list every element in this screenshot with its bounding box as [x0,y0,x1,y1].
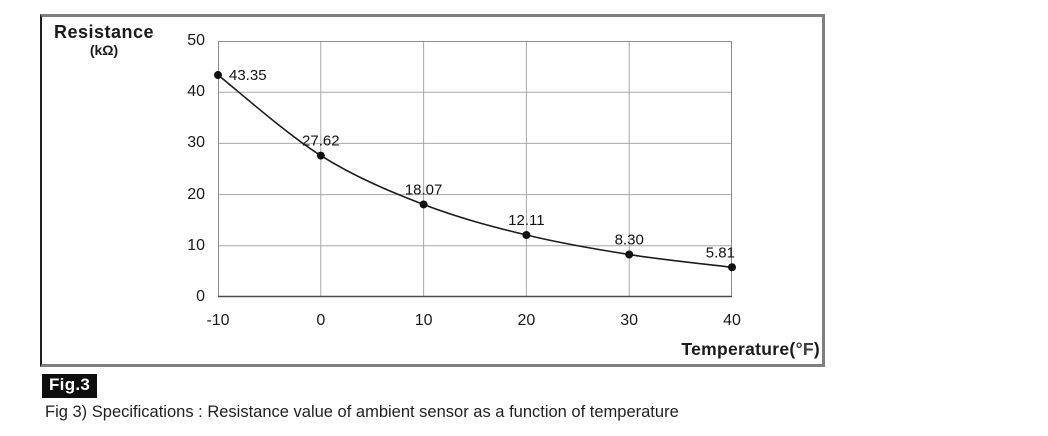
resistance-curve [217,74,733,269]
data-point-label: 43.35 [229,67,267,84]
data-point-label: 8.30 [615,232,644,249]
y-axis-title: Resistance (kΩ) [48,23,160,58]
data-point-marker [214,71,222,80]
data-point-label: 27.62 [302,133,340,150]
data-point-marker [419,200,428,209]
y-axis-title-text: Resistance [53,22,155,42]
x-tick-label: 40 [723,312,741,329]
figure-badge: Fig.3 [42,374,98,398]
x-tick-label: -10 [206,312,230,329]
data-point-label: 18.07 [405,181,443,198]
x-axis-title-text: Temperature( [681,339,796,359]
figure-caption: Fig 3) Specifications : Resistance value… [45,403,679,421]
y-tick-label: 50 [187,32,205,49]
figure-frame [40,14,825,367]
x-axis-unit-text: °F [795,339,814,359]
x-axis-title-close: ) [813,339,820,359]
y-tick-label: 20 [187,185,205,203]
y-tick-label: 30 [187,134,205,152]
data-point-marker [728,263,736,272]
resistance-curve-chart: 43.35 27.62 18.07 12.11 8.30 5.81 [214,41,736,298]
x-tick-label: 10 [414,312,433,329]
x-axis-title: Temperature(°F) [580,339,820,360]
y-axis-unit-text: (kΩ) [89,41,119,58]
x-tick-label: 0 [316,312,326,329]
y-tick-label: 10 [187,236,205,254]
plot-area: 43.35 27.62 18.07 12.11 8.30 5.81 [214,41,736,298]
data-point-marker [316,151,325,160]
y-tick-label: 0 [196,288,205,305]
data-point-marker [625,250,634,259]
data-point-label: 5.81 [706,244,735,261]
x-tick-label: 30 [620,312,639,329]
y-tick-label: 40 [187,83,205,101]
data-point-marker [522,230,531,239]
x-tick-label: 20 [517,312,536,329]
data-point-label: 12.11 [508,212,544,229]
